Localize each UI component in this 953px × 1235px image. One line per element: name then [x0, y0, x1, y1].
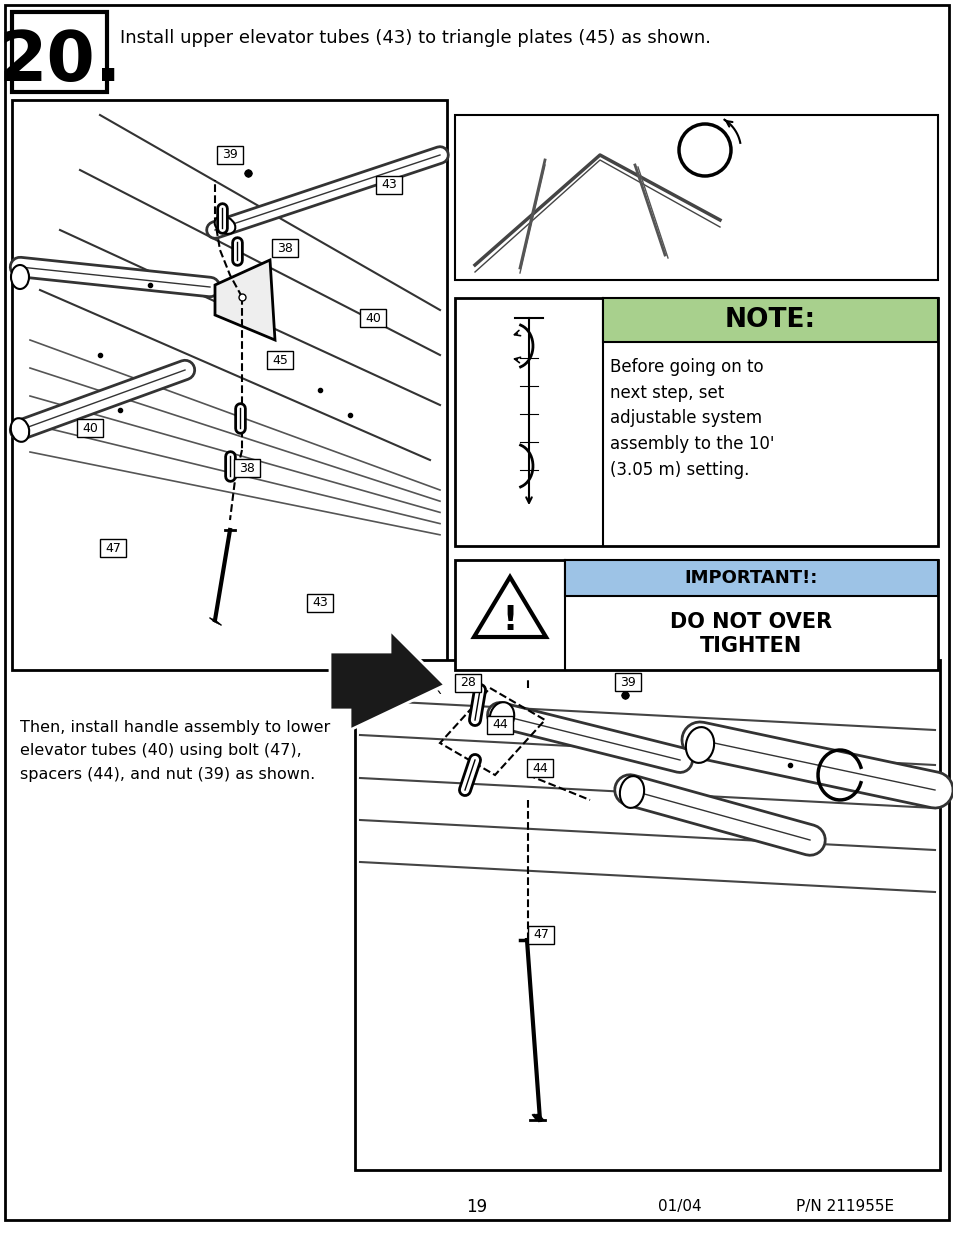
- Text: 44: 44: [492, 719, 507, 731]
- Text: P/N 211955E: P/N 211955E: [795, 1199, 893, 1214]
- Bar: [455, 559, 937, 671]
- Text: 39: 39: [222, 148, 237, 162]
- Bar: [455, 674, 480, 692]
- Bar: [12, 100, 447, 671]
- Text: Install upper elevator tubes (43) to triangle plates (45) as shown.: Install upper elevator tubes (43) to tri…: [120, 28, 710, 47]
- Text: 39: 39: [619, 676, 636, 688]
- Text: 43: 43: [312, 597, 328, 610]
- Bar: [267, 351, 293, 369]
- Text: TIGHTEN: TIGHTEN: [700, 636, 801, 656]
- Bar: [564, 559, 937, 597]
- Polygon shape: [214, 261, 274, 340]
- Bar: [455, 298, 937, 546]
- Text: Then, install handle assembly to lower
elevator tubes (40) using bolt (47),
spac: Then, install handle assembly to lower e…: [20, 720, 330, 782]
- Bar: [355, 659, 939, 1170]
- Bar: [77, 419, 103, 437]
- Text: IMPORTANT!:: IMPORTANT!:: [684, 569, 818, 587]
- Text: `: `: [436, 692, 444, 709]
- Text: 47: 47: [105, 541, 121, 555]
- Text: NOTE:: NOTE:: [724, 308, 815, 333]
- Text: Before going on to
next step, set
adjustable system
assembly to the 10'
(3.05 m): Before going on to next step, set adjust…: [609, 358, 774, 479]
- Ellipse shape: [11, 266, 29, 289]
- Bar: [527, 926, 554, 944]
- Bar: [100, 538, 126, 557]
- Text: 19: 19: [466, 1198, 487, 1216]
- Polygon shape: [330, 630, 444, 730]
- Text: 47: 47: [533, 929, 548, 941]
- Bar: [455, 115, 937, 280]
- Text: !: !: [502, 604, 517, 636]
- Text: 40: 40: [82, 421, 98, 435]
- Bar: [375, 177, 401, 194]
- Text: 38: 38: [276, 242, 293, 254]
- Text: DO NOT OVER: DO NOT OVER: [670, 613, 832, 632]
- Text: 45: 45: [272, 353, 288, 367]
- Bar: [272, 240, 297, 257]
- Polygon shape: [474, 577, 545, 637]
- Text: 28: 28: [459, 677, 476, 689]
- Text: 40: 40: [365, 311, 380, 325]
- Bar: [307, 594, 333, 613]
- Text: 44: 44: [532, 762, 547, 774]
- Ellipse shape: [10, 419, 30, 442]
- Bar: [615, 673, 640, 692]
- Bar: [526, 760, 553, 777]
- Ellipse shape: [685, 727, 714, 763]
- Bar: [233, 459, 260, 477]
- Text: 01/04: 01/04: [658, 1199, 701, 1214]
- Bar: [359, 309, 386, 327]
- Ellipse shape: [214, 216, 235, 233]
- Bar: [602, 298, 937, 342]
- Text: 43: 43: [381, 179, 396, 191]
- Text: 20.: 20.: [0, 28, 122, 95]
- Bar: [12, 12, 107, 91]
- Bar: [486, 716, 513, 734]
- Bar: [216, 146, 243, 164]
- Text: 38: 38: [239, 462, 254, 474]
- Ellipse shape: [619, 776, 643, 808]
- Ellipse shape: [489, 703, 514, 732]
